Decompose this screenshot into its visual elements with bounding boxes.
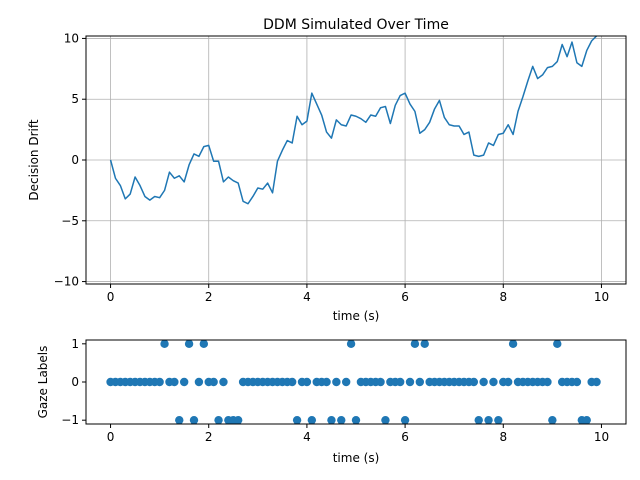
drift-y-ticks: −10 −5 0 5 10	[54, 31, 86, 289]
gaze-point	[322, 377, 331, 387]
gaze-y-axis-label: Gaze Labels	[36, 346, 50, 419]
gaze-point	[160, 339, 169, 349]
gaze-point	[346, 339, 356, 349]
gaze-chart: 0 2 4 6 8 10 −1 0 1 time (s) Gaze Labels	[36, 337, 627, 465]
gaze-point	[179, 377, 189, 387]
drift-chart: DDM Simulated Over Time 0 2 4 6 8 10 −10 −5 0 5 1…	[27, 17, 627, 323]
gaze-point	[170, 377, 179, 387]
gaze-x-tick-label: 4	[303, 430, 311, 444]
gaze-point	[307, 415, 317, 425]
gaze-plot-area	[106, 339, 601, 425]
gaze-x-ticks: 0 2 4 6 8 10	[107, 424, 609, 444]
gaze-point	[155, 377, 164, 387]
gaze-point	[175, 415, 184, 425]
gaze-point	[351, 415, 361, 425]
drift-y-tick-label: 10	[64, 31, 79, 45]
gaze-x-tick-label: 0	[107, 430, 115, 444]
gaze-point	[184, 339, 194, 349]
drift-x-tick-label: 10	[594, 290, 609, 304]
gaze-point	[543, 377, 552, 387]
drift-y-tick-label: −10	[54, 275, 79, 289]
gaze-y-ticks: −1 0 1	[61, 337, 86, 427]
drift-x-tick-label: 2	[205, 290, 213, 304]
gaze-point	[474, 415, 483, 425]
gaze-y-tick-label: 1	[71, 337, 79, 351]
gaze-point	[489, 377, 498, 387]
gaze-point	[410, 339, 420, 349]
gaze-point	[592, 377, 601, 387]
gaze-point	[302, 377, 312, 387]
gaze-x-tick-label: 6	[401, 430, 409, 444]
gaze-point	[219, 377, 228, 387]
drift-x-tick-label: 8	[499, 290, 507, 304]
gaze-point	[553, 339, 562, 349]
drift-series-line	[109, 36, 598, 205]
drift-y-axis-label: Decision Drift	[27, 119, 41, 200]
gaze-point	[194, 377, 204, 387]
gaze-point	[405, 377, 415, 387]
gaze-point	[572, 377, 582, 387]
gaze-point	[341, 377, 351, 387]
gaze-point	[415, 377, 425, 387]
gaze-point	[292, 415, 302, 425]
gaze-point	[479, 377, 488, 387]
drift-y-tick-label: 5	[71, 92, 79, 106]
drift-grid	[86, 36, 626, 284]
gaze-point	[337, 415, 346, 425]
gaze-point	[189, 415, 199, 425]
gaze-point	[494, 415, 503, 425]
gaze-point	[381, 415, 390, 425]
gaze-point	[503, 377, 513, 387]
gaze-x-tick-label: 10	[594, 430, 609, 444]
drift-x-tick-label: 4	[303, 290, 311, 304]
gaze-point	[233, 415, 243, 425]
drift-y-tick-label: −5	[61, 214, 79, 228]
gaze-point	[395, 377, 405, 387]
gaze-point	[400, 415, 410, 425]
gaze-point	[376, 377, 385, 387]
gaze-x-tick-label: 8	[499, 430, 507, 444]
gaze-x-axis-label: time (s)	[333, 451, 380, 465]
drift-x-axis-label: time (s)	[333, 309, 380, 323]
gaze-point	[214, 415, 223, 425]
gaze-y-tick-label: −1	[61, 413, 79, 427]
gaze-point	[484, 415, 493, 425]
gaze-point	[548, 415, 557, 425]
gaze-point	[469, 377, 479, 387]
gaze-point	[199, 339, 209, 349]
gaze-x-tick-label: 2	[205, 430, 213, 444]
gaze-point	[209, 377, 218, 387]
drift-plot-area	[109, 36, 598, 205]
drift-x-tick-label: 6	[401, 290, 409, 304]
drift-x-tick-label: 0	[107, 290, 115, 304]
drift-x-ticks: 0 2 4 6 8 10	[107, 284, 609, 304]
gaze-point	[508, 339, 518, 349]
gaze-y-tick-label: 0	[71, 375, 79, 389]
drift-chart-title: DDM Simulated Over Time	[263, 17, 449, 33]
gaze-point	[420, 339, 429, 349]
gaze-point	[582, 415, 591, 425]
drift-y-tick-label: 0	[71, 153, 79, 167]
gaze-point	[332, 377, 341, 387]
gaze-point	[287, 377, 297, 387]
gaze-point	[327, 415, 336, 425]
